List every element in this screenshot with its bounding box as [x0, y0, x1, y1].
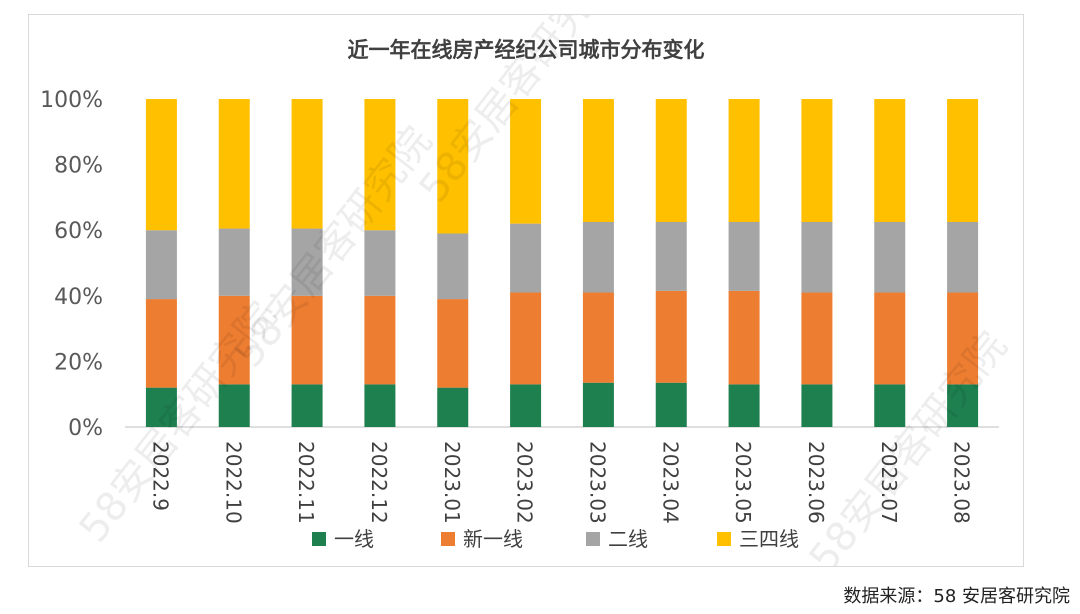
- watermark-text: 58安居客研究院: [226, 119, 441, 377]
- legend-swatch: [717, 532, 731, 546]
- legend-swatch: [441, 532, 455, 546]
- bar-segment: [291, 295, 323, 385]
- x-tick-label: 2022.12: [367, 441, 391, 524]
- x-tick-label: 2023.07: [877, 441, 901, 524]
- y-axis-labels: 0% 20% 40% 60% 80% 100%: [40, 88, 103, 441]
- bar-segment: [218, 384, 250, 427]
- stacked-bar-chart: 近一年在线房产经纪公司城市分布变化 2022.9 2022.10 2022.11 20…: [40, 15, 1016, 566]
- bar-segment: [874, 99, 906, 222]
- bar-segment: [655, 382, 687, 427]
- bar-segment: [582, 292, 614, 383]
- y-tick-label: 0%: [68, 416, 103, 441]
- bar-segment: [947, 384, 979, 427]
- x-axis-labels: 2022.9 2022.10 2022.11 2022.12 2023.01 2023.0…: [148, 441, 973, 524]
- x-tick-label: 2023.03: [585, 441, 609, 524]
- bar-segment: [510, 292, 542, 385]
- y-tick-label: 100%: [40, 88, 103, 113]
- bar-segment: [291, 384, 323, 427]
- legend-label: 三四线: [739, 527, 799, 551]
- x-tick-label: 2023.04: [658, 441, 682, 524]
- bar-segment: [801, 99, 833, 222]
- bar-segment: [874, 292, 906, 385]
- x-tick-label: 2023.06: [804, 441, 828, 524]
- x-tick-label: 2022.11: [294, 441, 318, 524]
- bar-segment: [947, 292, 979, 385]
- legend-swatch: [312, 532, 326, 546]
- bar-segment: [582, 222, 614, 293]
- x-tick-label: 2023.05: [731, 441, 755, 524]
- x-tick-label: 2023.08: [950, 441, 974, 524]
- bar-segment: [510, 99, 542, 224]
- legend-label: 一线: [334, 527, 374, 551]
- bar-segment: [218, 99, 250, 229]
- bar-segment: [364, 99, 396, 231]
- x-tick-label: 2023.02: [513, 441, 537, 524]
- bar-segment: [728, 384, 760, 427]
- y-tick-label: 60%: [54, 219, 103, 244]
- bar-segment: [291, 99, 323, 229]
- legend-label: 新一线: [463, 527, 523, 551]
- bar-segment: [510, 223, 542, 293]
- chart-frame: 近一年在线房产经纪公司城市分布变化 2022.9 2022.10 2022.11 20…: [28, 14, 1024, 567]
- bar-segment: [655, 99, 687, 222]
- bar-segment: [218, 295, 250, 385]
- bar-segment: [801, 384, 833, 427]
- x-tick-label: 2022.9: [148, 441, 172, 511]
- bar-segment: [364, 295, 396, 385]
- bar-segment: [582, 99, 614, 222]
- y-tick-label: 20%: [54, 350, 103, 375]
- x-tick-label: 2022.10: [221, 441, 245, 524]
- chart-title: 近一年在线房产经纪公司城市分布变化: [348, 38, 705, 62]
- bar-segment: [947, 222, 979, 293]
- bar-segment: [145, 99, 177, 231]
- bar-segment: [145, 230, 177, 300]
- bar-segment: [291, 228, 323, 296]
- legend-swatch: [586, 532, 600, 546]
- source-note: 数据来源：58 安居客研究院: [843, 586, 1070, 607]
- bar-segment: [801, 222, 833, 293]
- bar-segment: [728, 222, 760, 291]
- bar-segment: [947, 99, 979, 222]
- bar-segment: [728, 99, 760, 222]
- bar-segment: [437, 387, 469, 427]
- bar-segment: [801, 292, 833, 385]
- bar-segment: [145, 299, 177, 388]
- legend-label: 二线: [608, 527, 648, 551]
- bar-segment: [437, 233, 469, 300]
- x-tick-label: 2023.01: [440, 441, 464, 524]
- bar-segment: [510, 384, 542, 427]
- bar-segment: [728, 290, 760, 385]
- bar-segment: [218, 228, 250, 296]
- bar-segment: [145, 387, 177, 427]
- bars-layer: [145, 99, 979, 427]
- bar-segment: [655, 290, 687, 383]
- bar-segment: [437, 99, 469, 234]
- bar-segment: [582, 382, 614, 427]
- bar-segment: [364, 384, 396, 427]
- y-tick-label: 40%: [54, 285, 103, 310]
- bar-segment: [437, 299, 469, 388]
- bar-segment: [874, 384, 906, 427]
- bar-segment: [655, 222, 687, 291]
- bar-segment: [364, 230, 396, 296]
- watermark-text: 58安居客研究院: [801, 324, 1016, 566]
- bar-segment: [874, 222, 906, 293]
- legend: 一线 新一线 二线 三四线: [312, 527, 799, 551]
- y-tick-label: 80%: [54, 154, 103, 179]
